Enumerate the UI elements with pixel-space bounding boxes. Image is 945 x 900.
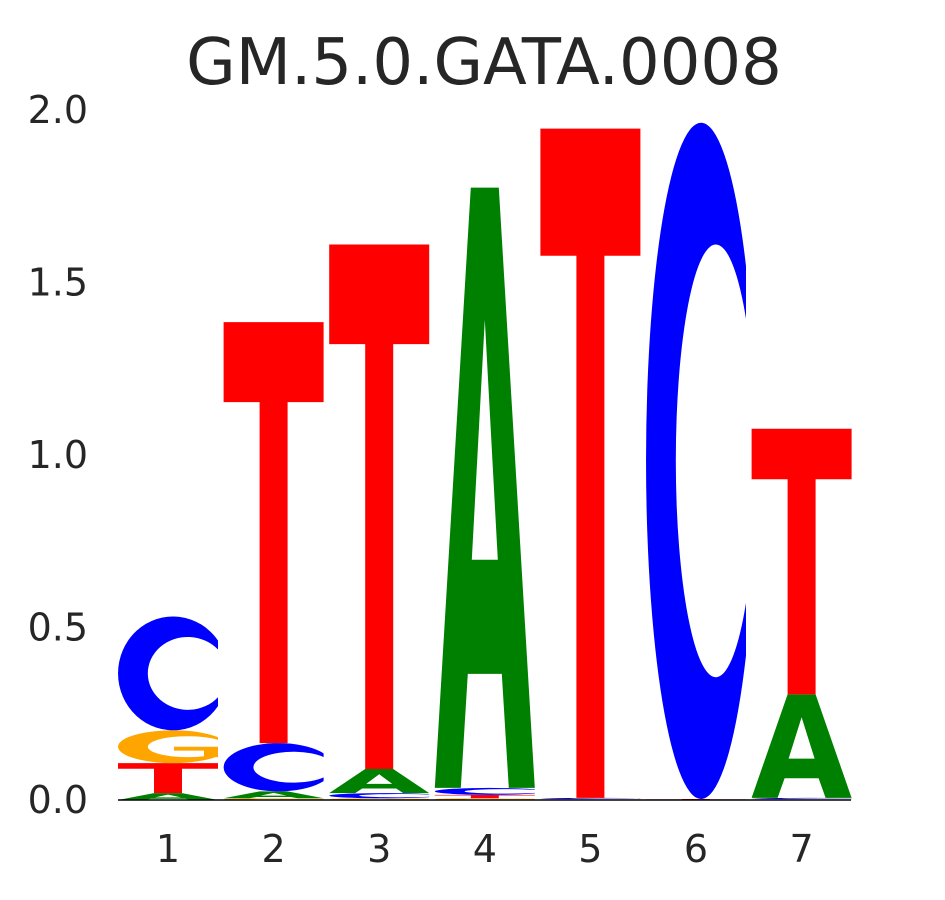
logo-letter-C <box>329 793 430 799</box>
letter-glyph-C <box>751 797 852 799</box>
letter-glyph-C <box>223 743 324 792</box>
logo-letter-G <box>118 730 218 764</box>
x-tick-label: 3 <box>367 827 391 871</box>
letter-glyph-A <box>329 768 430 794</box>
x-axis-ticks: 1 2 3 4 5 6 7 <box>156 827 814 871</box>
letter-glyph-G <box>118 730 218 764</box>
x-tick-label: 2 <box>262 827 286 871</box>
logo-letter-C <box>223 743 324 792</box>
x-tick-label: 7 <box>790 827 814 871</box>
logo-letter-A <box>329 768 430 794</box>
letter-glyph-C <box>329 793 430 799</box>
letter-glyph-A <box>223 791 324 799</box>
letter-glyph-T <box>329 244 430 769</box>
logo-letter-A <box>223 791 324 799</box>
letter-glyph-A <box>434 187 535 788</box>
x-tick-label: 6 <box>684 827 708 871</box>
y-tick-label: 0.5 <box>28 606 88 650</box>
logo-letter-C <box>118 616 218 731</box>
logo-letter-C <box>646 122 746 799</box>
logo-letter-T <box>118 763 218 794</box>
logo-letter-T <box>329 244 430 769</box>
x-tick-label: 5 <box>578 827 602 871</box>
letter-glyph-A <box>751 694 852 798</box>
letter-glyph-C <box>118 616 218 731</box>
y-tick-label: 1.0 <box>28 433 88 477</box>
logo-letter-T <box>540 128 641 798</box>
y-axis-ticks: 0.0 0.5 1.0 1.5 2.0 <box>28 88 88 822</box>
logo-letter-C <box>434 787 535 795</box>
logo-letter-A <box>118 793 218 800</box>
letter-glyph-T <box>751 428 852 695</box>
logo-letters <box>118 122 852 800</box>
logo-letter-T <box>434 794 535 799</box>
y-tick-label: 1.5 <box>28 261 88 305</box>
logo-letter-C <box>540 797 641 799</box>
letter-glyph-G <box>174 746 218 758</box>
letter-glyph-T <box>223 322 324 744</box>
logo-letter-T <box>223 322 324 744</box>
letter-glyph-T <box>434 794 535 799</box>
letter-glyph-C <box>434 787 535 795</box>
letter-glyph-T <box>540 128 641 798</box>
letter-glyph-T <box>118 763 218 794</box>
chart-title: GM.5.0.GATA.0008 <box>186 26 782 100</box>
logo-letter-C <box>751 797 852 799</box>
y-tick-label: 2.0 <box>28 88 88 132</box>
y-tick-label: 0.0 <box>28 778 88 822</box>
letter-glyph-C <box>540 797 641 799</box>
logo-letter-T <box>751 428 852 695</box>
x-tick-label: 4 <box>473 827 497 871</box>
logo-letter-A <box>751 694 852 798</box>
letter-glyph-A <box>118 793 218 800</box>
x-tick-label: 1 <box>156 827 180 871</box>
logo-letter-A <box>434 187 535 788</box>
letter-glyph-C <box>646 122 746 799</box>
